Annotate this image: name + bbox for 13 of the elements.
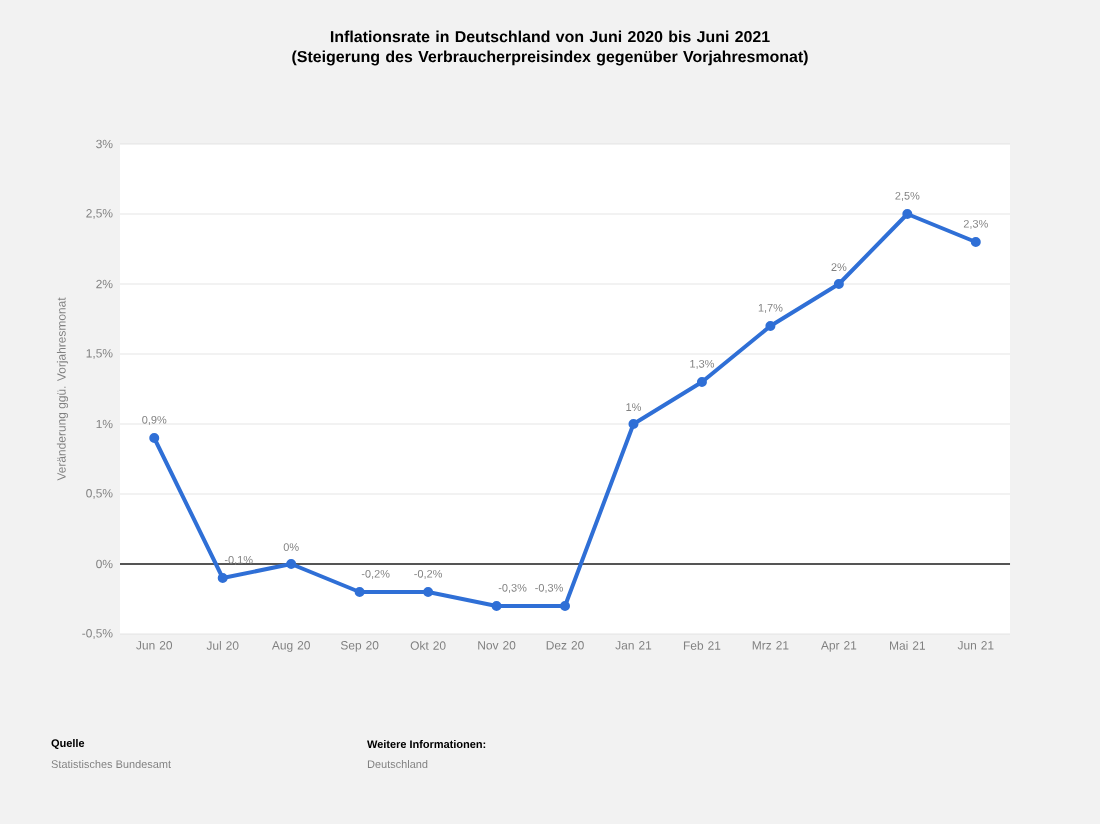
point	[628, 419, 639, 429]
point	[354, 587, 365, 597]
point	[423, 587, 434, 597]
point	[902, 208, 913, 219]
point	[491, 601, 502, 611]
point	[833, 278, 844, 289]
point	[286, 559, 297, 569]
point	[696, 376, 707, 387]
point	[217, 573, 228, 583]
point	[560, 601, 571, 611]
point	[765, 320, 776, 331]
point	[149, 433, 160, 443]
point	[970, 236, 981, 247]
